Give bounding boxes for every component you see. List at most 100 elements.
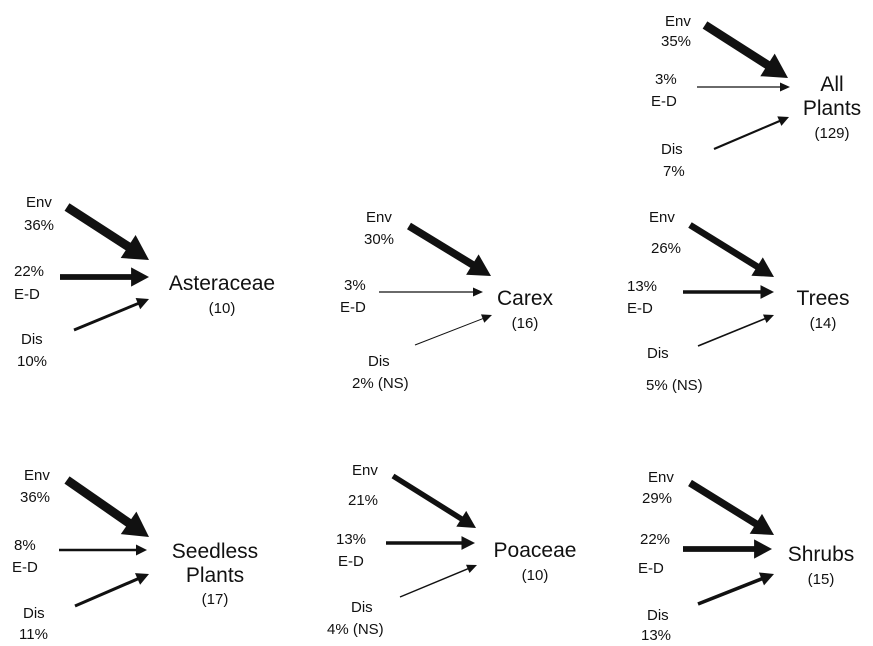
- dis-label: Dis: [661, 141, 683, 158]
- shrubs-ed-arrow: [683, 539, 772, 559]
- trees-env-arrow-shaft: [688, 222, 760, 270]
- carex-ed-arrow-head: [473, 287, 483, 297]
- env-label: Env: [648, 469, 674, 486]
- node-asteraceae: Asteraceae (10): [152, 272, 292, 318]
- node-title-line: Seedless: [171, 540, 259, 563]
- ed-value: 13%: [336, 531, 367, 548]
- env-value: 26%: [651, 240, 682, 257]
- poaceae-env-arrow: [391, 473, 476, 528]
- asteraceae-dis-arrow-shaft: [73, 301, 140, 332]
- trees-dis-arrow-head: [763, 314, 774, 323]
- ed-label: E-D: [14, 286, 40, 303]
- ed-label: E-D: [638, 560, 664, 577]
- ed-value: 22%: [640, 531, 671, 548]
- node-title: Poaceae: [493, 539, 577, 562]
- ed-value: 3%: [655, 71, 677, 88]
- ed-label: E-D: [338, 553, 364, 570]
- env-value: 36%: [20, 489, 51, 506]
- node-shrubs: Shrubs (15): [775, 543, 867, 589]
- seedless-plants-ed-arrow-head: [136, 544, 147, 556]
- node-all-plants: All Plants (129): [790, 73, 873, 143]
- node-count: (10): [208, 300, 236, 317]
- node-title: Shrubs: [787, 543, 855, 566]
- seedless-plants-env-arrow-shaft: [64, 476, 133, 528]
- env-value: 30%: [364, 231, 395, 248]
- all-plants-ed-arrow: [697, 82, 790, 92]
- node-count: (15): [807, 571, 835, 588]
- asteraceae-dis-arrow: [73, 298, 149, 332]
- shrubs-dis-arrow: [697, 572, 774, 606]
- carex-ed-arrow: [379, 287, 483, 297]
- env-label: Env: [352, 462, 378, 479]
- trees-ed-arrow-head: [760, 285, 774, 299]
- poaceae-dis-arrow-head: [466, 564, 477, 573]
- asteraceae-dis-arrow-head: [135, 298, 149, 310]
- seedless-plants-env-arrow: [64, 476, 149, 537]
- node-seedless-plants: Seedless Plants (17): [150, 540, 280, 609]
- asteraceae-ed-arrow-head: [131, 267, 149, 287]
- asteraceae-env-arrow-head: [120, 235, 149, 260]
- asteraceae-env-arrow-shaft: [64, 203, 132, 251]
- shrubs-env-arrow: [688, 479, 774, 535]
- trees-env-arrow-head: [751, 257, 774, 277]
- poaceae-dis-arrow: [399, 564, 477, 598]
- env-label: Env: [649, 209, 675, 226]
- all-plants-dis-arrow: [713, 116, 789, 150]
- dis-label: Dis: [23, 605, 45, 622]
- ed-value: 13%: [627, 278, 658, 295]
- node-title: Carex: [496, 287, 554, 310]
- ed-value: 22%: [14, 263, 45, 280]
- dis-value: 10%: [17, 353, 48, 370]
- poaceae-ed-arrow-head: [461, 536, 475, 550]
- node-count: (17): [201, 591, 229, 608]
- shrubs-dis-arrow-head: [758, 572, 774, 586]
- node-count: (14): [809, 315, 837, 332]
- dis-value: 2% (NS): [352, 375, 409, 392]
- node-carex: Carex (16): [485, 287, 565, 333]
- asteraceae-ed-arrow: [60, 267, 149, 287]
- all-plants-ed-arrow-head: [780, 82, 790, 92]
- node-count: (129): [814, 125, 850, 142]
- ed-label: E-D: [651, 93, 677, 110]
- shrubs-dis-arrow-shaft: [697, 576, 764, 606]
- trees-env-arrow: [688, 222, 774, 277]
- node-title: Asteraceae: [168, 272, 276, 295]
- ed-value: 3%: [344, 277, 366, 294]
- shrubs-env-arrow-head: [749, 513, 774, 535]
- dis-label: Dis: [647, 345, 669, 362]
- shrubs-ed-arrow-head: [754, 539, 772, 559]
- env-label: Env: [366, 209, 392, 226]
- poaceae-env-arrow-shaft: [391, 473, 464, 522]
- carex-dis-arrow: [414, 314, 492, 346]
- seedless-plants-dis-arrow-head: [135, 573, 149, 585]
- ed-label: E-D: [340, 299, 366, 316]
- dis-value: 4% (NS): [327, 621, 384, 638]
- node-title-line: All: [820, 73, 844, 96]
- all-plants-env-arrow: [702, 21, 788, 78]
- dis-value: 11%: [19, 626, 48, 643]
- carex-dis-arrow-shaft: [414, 317, 484, 346]
- seedless-plants-ed-arrow: [59, 544, 147, 556]
- env-label: Env: [24, 467, 50, 484]
- seedless-plants-dis-arrow: [74, 573, 149, 608]
- node-title-line: Plants: [802, 97, 862, 120]
- trees-dis-arrow-shaft: [697, 317, 766, 347]
- node-count: (10): [521, 567, 549, 584]
- env-label: Env: [26, 194, 52, 211]
- env-value: 35%: [661, 33, 692, 50]
- node-trees: Trees (14): [783, 287, 863, 333]
- ed-value: 8%: [14, 537, 36, 554]
- seedless-plants-env-arrow-head: [120, 511, 149, 537]
- node-title: Trees: [796, 287, 850, 310]
- carex-env-arrow: [407, 222, 491, 276]
- env-value: 21%: [348, 492, 379, 509]
- poaceae-dis-arrow-shaft: [399, 567, 469, 598]
- env-value: 36%: [24, 217, 55, 234]
- ed-label: E-D: [627, 300, 653, 317]
